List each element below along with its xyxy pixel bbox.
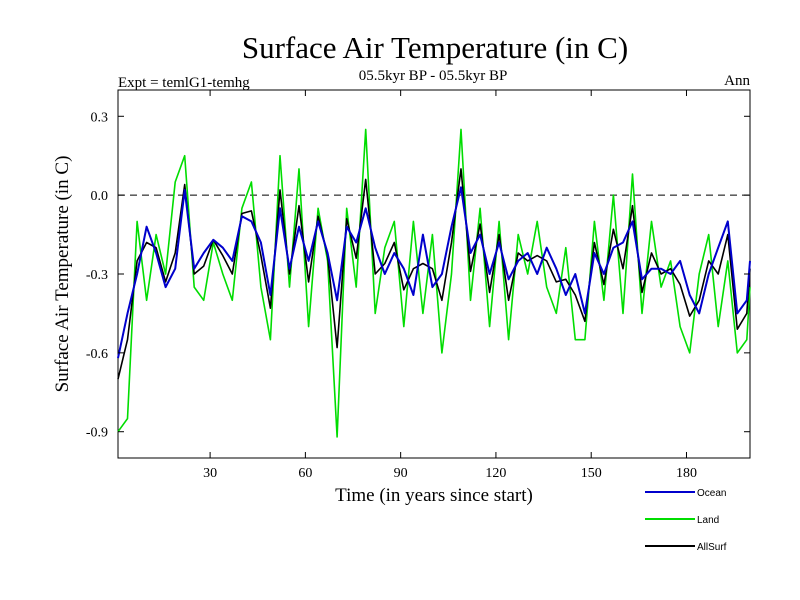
x-axis-label: Time (in years since start): [335, 485, 533, 506]
experiment-label: Expt = temlG1-temhg: [118, 75, 250, 91]
y-tick-label: -0.9: [86, 426, 108, 441]
legend-label-ocean: Ocean: [697, 488, 726, 499]
chart-subtitle: 05.5kyr BP - 05.5kyr BP: [359, 68, 508, 84]
period-label: Ann: [724, 73, 750, 89]
y-tick-label: 0.3: [91, 110, 109, 125]
x-tick-label: 120: [485, 466, 506, 481]
legend-label-allsurf: AllSurf: [697, 542, 727, 553]
x-tick-label: 30: [203, 466, 217, 481]
series-line-allsurf: [117, 168, 751, 380]
y-tick-label: 0.0: [91, 189, 109, 204]
legend-label-land: Land: [697, 515, 719, 526]
series-line-land: [117, 128, 751, 438]
x-tick-label: 150: [581, 466, 602, 481]
y-axis-label: Surface Air Temperature (in C): [52, 156, 73, 393]
y-tick-label: -0.3: [86, 268, 108, 283]
x-tick-label: 90: [394, 466, 408, 481]
y-tick-label: -0.6: [86, 347, 108, 362]
x-tick-label: 60: [298, 466, 312, 481]
legend: Ocean Land AllSurf: [645, 488, 727, 553]
x-tick-label: 180: [676, 466, 697, 481]
series-line-ocean: [117, 186, 751, 359]
chart-title: Surface Air Temperature (in C): [242, 30, 628, 65]
